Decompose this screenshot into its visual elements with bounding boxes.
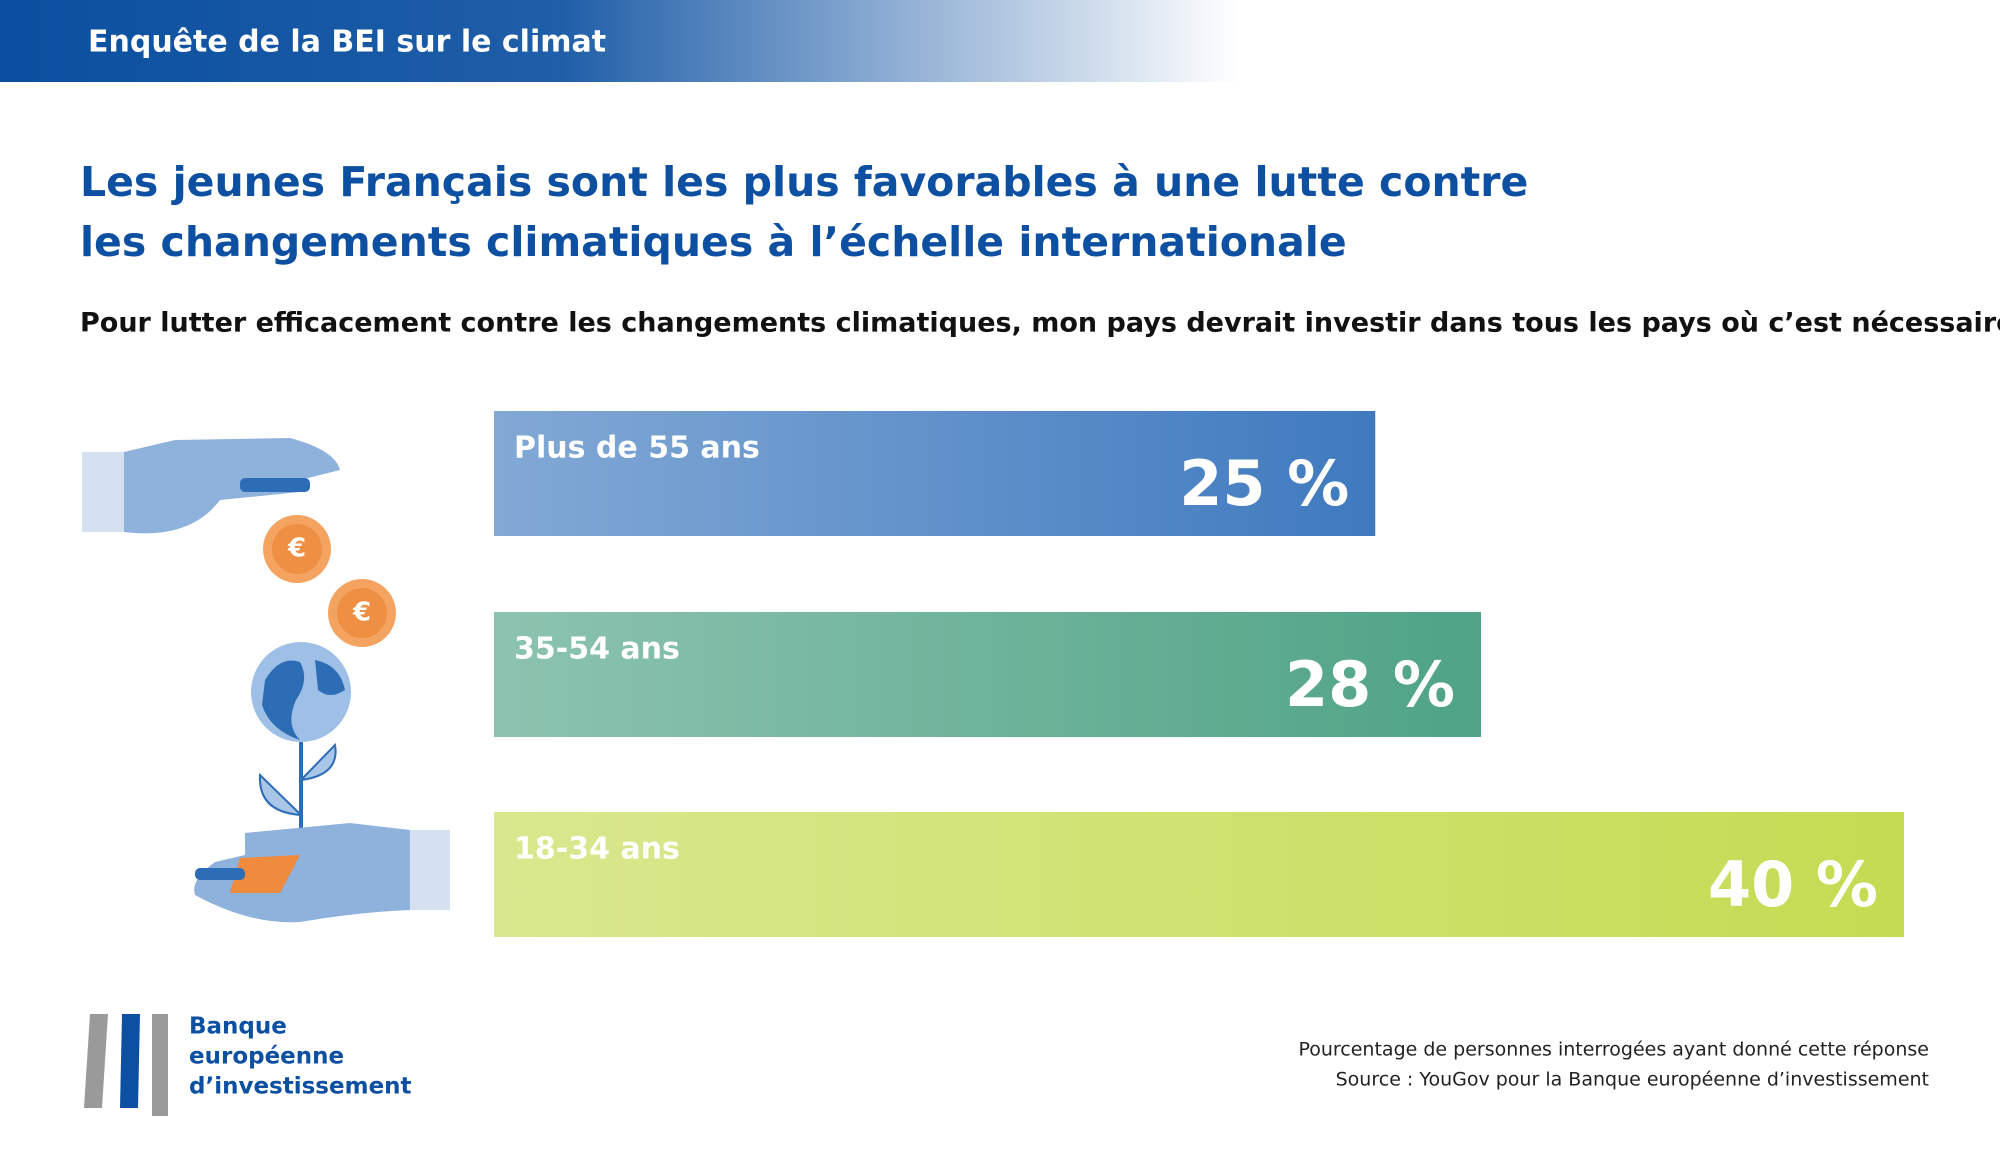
coin-symbol: € bbox=[352, 598, 371, 628]
note: Pourcentage de personnes interrogées aya… bbox=[1298, 1039, 1929, 1061]
bar bbox=[494, 812, 1904, 937]
coin-symbol: € bbox=[287, 534, 306, 564]
chart-title: Les jeunes Français sont les plus favora… bbox=[80, 158, 1528, 206]
category-label: Plus de 55 ans bbox=[514, 431, 760, 466]
bar bbox=[494, 411, 1376, 536]
value-label: 40 % bbox=[1708, 848, 1878, 921]
logo-text: Banque bbox=[189, 1014, 287, 1040]
chart-title: les changements climatiques à l’échelle … bbox=[80, 218, 1347, 266]
header-title: Enquête de la BEI sur le climat bbox=[88, 25, 606, 60]
bar bbox=[494, 612, 1481, 737]
category-label: 35-54 ans bbox=[514, 632, 680, 667]
logo-text: d’investissement bbox=[189, 1074, 412, 1100]
chart-subtitle: Pour lutter efficacement contre les chan… bbox=[80, 308, 2000, 339]
illustration: € € bbox=[82, 438, 450, 923]
value-label: 28 % bbox=[1285, 648, 1455, 721]
value-label: 25 % bbox=[1179, 447, 1349, 520]
category-label: 18-34 ans bbox=[514, 832, 680, 867]
logo-text: européenne bbox=[189, 1044, 344, 1070]
header-band bbox=[0, 0, 1240, 82]
logo: Banque européenne d’investissement bbox=[84, 1014, 412, 1116]
source: Source : YouGov pour la Banque européenn… bbox=[1336, 1069, 1929, 1091]
